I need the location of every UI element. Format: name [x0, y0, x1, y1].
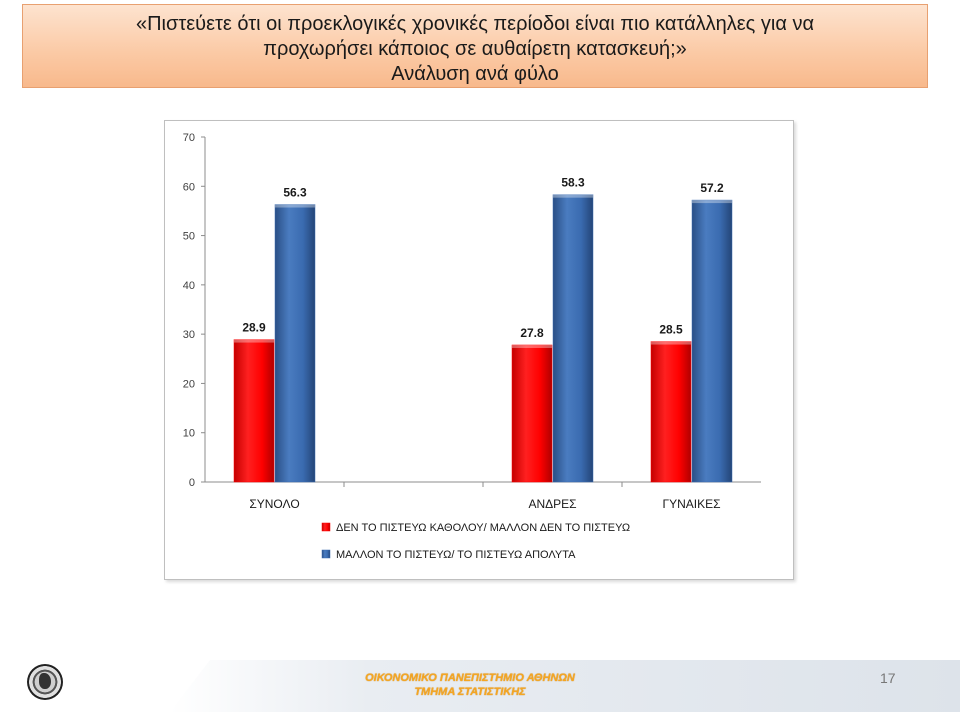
y-tick-label: 50 [183, 231, 195, 243]
legend-swatch [321, 522, 331, 532]
y-tick-label: 20 [183, 378, 195, 390]
bar-blue [274, 204, 316, 483]
title-line-1: «Πιστεύετε ότι οι προεκλογικές χρονικές … [135, 13, 815, 35]
x-category-label: ΓΥΝΑΙΚΕΣ [662, 497, 720, 511]
bar-top-highlight [692, 200, 732, 204]
footer-organization: ΟΙΚΟΝΟΜΙΚΟ ΠΑΝΕΠΙΣΤΗΜΙΟ ΑΘΗΝΩΝ ΤΜΗΜΑ ΣΤΑ… [330, 671, 610, 699]
title-line-3: Ανάλυση ανά φύλο [391, 63, 559, 85]
bar-red [650, 341, 692, 483]
bar-top-highlight [234, 339, 274, 343]
data-label: 58.3 [561, 176, 585, 190]
university-logo-icon [27, 664, 63, 700]
bar-top-highlight [553, 194, 593, 198]
x-category-label: ΑΝΔΡΕΣ [528, 497, 576, 511]
bar-chart: 0 10 20 30 40 50 60 70 ΣΥΝΟΛΟ ΑΝΔΡΕΣ ΓΥΝΑΙΚΕΣ 28.9 5… [183, 132, 761, 561]
bar-blue [552, 194, 594, 483]
data-label: 28.5 [659, 323, 683, 337]
y-tick-label: 70 [183, 132, 195, 144]
legend-label: ΜΑΛΛΟΝ ΤΟ ΠΙΣΤΕΥΩ/ ΤΟ ΠΙΣΤΕΥΩ ΑΠΟΛΥΤΑ [336, 549, 576, 561]
data-label: 28.9 [242, 321, 266, 335]
data-label: 27.8 [520, 326, 544, 340]
bar-red [233, 339, 275, 483]
y-tick-label: 0 [189, 477, 195, 489]
bar-top-highlight [651, 341, 691, 345]
bar-top-highlight [512, 344, 552, 348]
slide-title-box: «Πιστεύετε ότι οι προεκλογικές χρονικές … [22, 4, 928, 88]
chart-frame: 0 10 20 30 40 50 60 70 ΣΥΝΟΛΟ ΑΝΔΡΕΣ ΓΥΝΑΙΚΕΣ 28.9 5… [164, 120, 794, 580]
y-tick-label: 60 [183, 181, 195, 193]
bar-red [511, 344, 553, 483]
footer-org-line-1: ΟΙΚΟΝΟΜΙΚΟ ΠΑΝΕΠΙΣΤΗΜΙΟ ΑΘΗΝΩΝ [365, 672, 575, 684]
data-label: 56.3 [283, 186, 307, 200]
title-line-2: προχωρήσει κάποιος σε αυθαίρετη κατασκευ… [263, 38, 687, 60]
footer-org-line-2: ΤΜΗΜΑ ΣΤΑΤΙΣΤΙΚΗΣ [414, 686, 526, 698]
x-category-label: ΣΥΝΟΛΟ [249, 497, 299, 511]
legend-swatch [321, 549, 331, 559]
data-label: 57.2 [700, 181, 724, 195]
legend-label: ΔΕΝ ΤΟ ΠΙΣΤΕΥΩ ΚΑΘΟΛΟΥ/ ΜΑΛΛΟΝ ΔΕΝ ΤΟ ΠΙ… [336, 522, 630, 534]
bar-top-highlight [275, 204, 315, 208]
page-number: 17 [880, 670, 896, 686]
y-tick-label: 30 [183, 329, 195, 341]
footer-band [170, 660, 960, 712]
bar-blue [691, 199, 733, 483]
y-tick-label: 40 [183, 280, 195, 292]
y-tick-label: 10 [183, 428, 195, 440]
